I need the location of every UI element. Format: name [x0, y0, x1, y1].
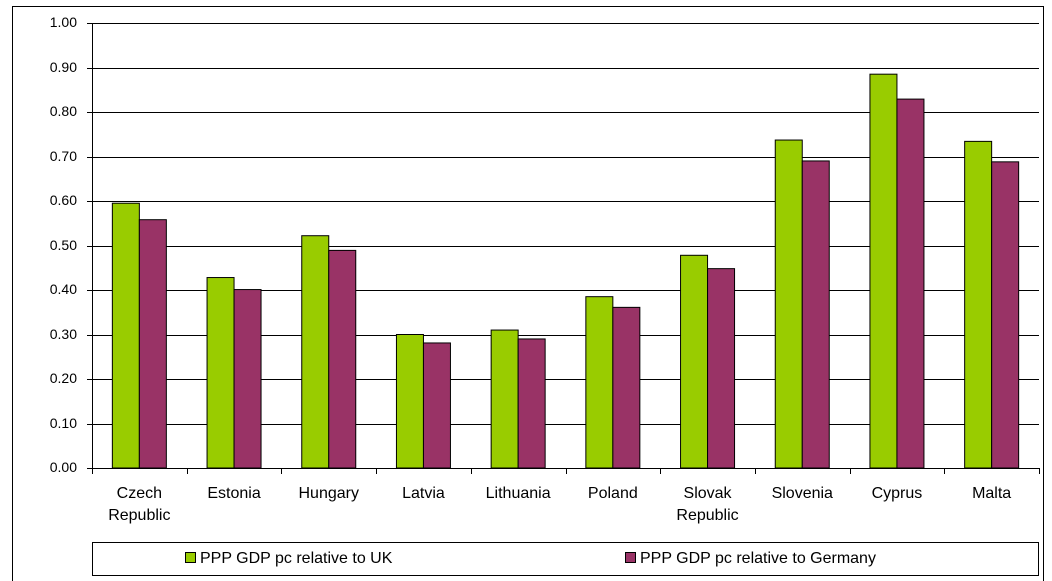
legend-label: PPP GDP pc relative to Germany — [640, 550, 876, 567]
y-tick-label: 0.50 — [50, 237, 77, 253]
y-tick-label: 0.60 — [50, 192, 77, 208]
bar — [301, 235, 330, 469]
bar — [111, 202, 140, 469]
bar — [896, 98, 925, 469]
x-tick-label: Malta — [972, 485, 1012, 502]
x-tick-label: Hungary — [298, 485, 359, 502]
y-tick-label: 0.90 — [50, 59, 77, 75]
legend-label: PPP GDP pc relative to UK — [200, 550, 393, 567]
bar — [585, 296, 614, 469]
x-tick-label: Latvia — [402, 485, 445, 502]
bar — [869, 73, 898, 469]
bar — [490, 329, 519, 469]
bar — [801, 160, 830, 469]
bar — [206, 277, 235, 469]
x-tick-label: Lithuania — [485, 485, 551, 502]
x-tick-label: Slovak Republic — [676, 485, 739, 524]
legend-box — [92, 542, 1039, 576]
y-tick-label: 0.00 — [50, 459, 77, 475]
bar — [395, 334, 424, 469]
x-tick-label: Poland — [587, 485, 638, 502]
legend-swatch — [625, 552, 636, 563]
x-tick-label: Estonia — [207, 485, 261, 502]
bar — [964, 140, 993, 469]
y-tick-label: 0.10 — [50, 415, 77, 431]
y-tick-label: 0.40 — [50, 281, 77, 297]
bar — [517, 338, 546, 469]
chart-border — [12, 6, 1044, 581]
bar — [233, 289, 262, 469]
y-tick-label: 0.80 — [50, 103, 77, 119]
bar — [138, 219, 167, 469]
bar — [774, 139, 803, 469]
bar — [707, 268, 736, 469]
bar — [422, 342, 451, 469]
bar — [328, 249, 357, 469]
legend-swatch — [185, 552, 196, 563]
x-tick-label: Slovenia — [771, 485, 833, 502]
y-tick-label: 0.70 — [50, 148, 77, 164]
y-tick-label: 0.30 — [50, 326, 77, 342]
bar — [612, 306, 641, 469]
y-tick-label: 1.00 — [50, 14, 77, 30]
bar — [680, 254, 709, 469]
x-tick-label: Czech Republic — [108, 485, 171, 524]
y-tick-label: 0.20 — [50, 370, 77, 386]
bar — [991, 161, 1020, 469]
x-tick-label: Cyprus — [871, 485, 923, 502]
